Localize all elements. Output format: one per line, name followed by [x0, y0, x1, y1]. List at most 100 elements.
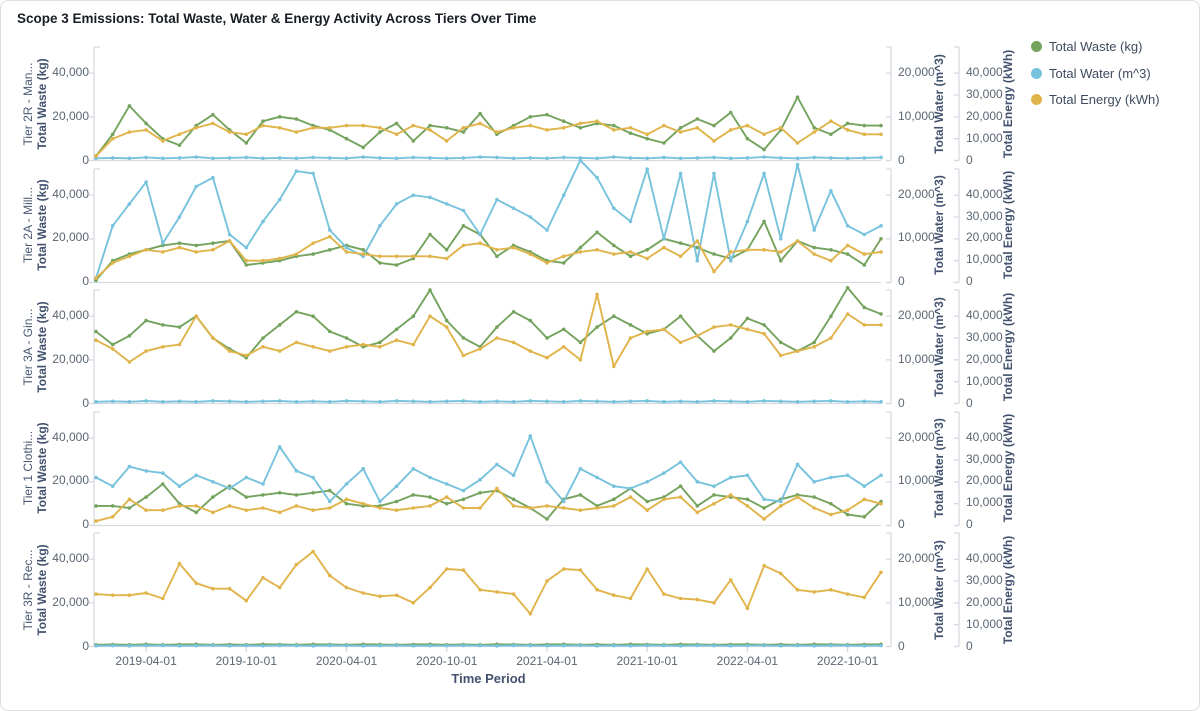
series-marker-energy [712, 601, 716, 605]
series-marker-water [311, 475, 315, 479]
series-marker-water [394, 156, 399, 161]
series-marker-energy [879, 132, 883, 137]
series-marker-energy [127, 497, 132, 501]
series-marker-energy [110, 593, 115, 597]
series-marker-water [344, 643, 349, 648]
series-marker-energy [612, 503, 616, 508]
series-marker-water [144, 468, 148, 473]
series-marker-water [227, 232, 232, 236]
series-marker-energy [311, 240, 315, 245]
series-marker-energy [779, 503, 783, 508]
energy-axis-title: Total Energy (kWh) [1001, 171, 1015, 280]
series-marker-water [879, 155, 883, 160]
series-marker-water [628, 486, 633, 490]
waste-tick-label: 0 [82, 274, 89, 288]
series-marker-energy [578, 507, 583, 512]
series-marker-waste [244, 262, 249, 267]
legend-item-water[interactable]: Total Water (m^3) [1031, 66, 1151, 81]
series-marker-water [461, 156, 466, 160]
series-marker-energy [394, 132, 399, 137]
series-marker-energy [328, 234, 332, 238]
series-marker-energy [862, 323, 867, 327]
series-marker-water [211, 175, 215, 179]
series-marker-water [762, 155, 766, 159]
series-marker-water [779, 644, 783, 648]
series-marker-water [344, 156, 349, 161]
energy-tick-label: 40,000 [966, 65, 1003, 80]
series-marker-water [411, 155, 416, 160]
series-marker-water [144, 179, 148, 184]
series-marker-water [411, 192, 416, 197]
series-marker-energy [161, 345, 165, 349]
series-marker-water [745, 473, 750, 477]
energy-tick-label: 20,000 [966, 108, 1003, 123]
legend-item-energy[interactable]: Total Energy (kWh) [1031, 92, 1160, 107]
series-marker-water [194, 155, 198, 159]
series-marker-energy [678, 596, 683, 601]
waste-tick-label: 20,000 [52, 230, 89, 245]
series-marker-energy [745, 606, 750, 611]
series-marker-waste [328, 247, 332, 252]
series-marker-waste [361, 145, 366, 150]
series-marker-waste [511, 497, 516, 501]
energy-tick-label: 10,000 [966, 130, 1003, 145]
series-marker-waste [127, 505, 132, 510]
series-marker-energy [712, 325, 716, 329]
series-marker-water [578, 158, 583, 162]
legend-item-waste[interactable]: Total Waste (kg) [1031, 39, 1142, 54]
series-marker-energy [428, 503, 432, 508]
series-marker-waste [94, 503, 98, 508]
x-tick-label: 2020-04-01 [315, 653, 378, 668]
series-marker-energy [394, 254, 399, 258]
series-marker-water [177, 644, 182, 648]
series-marker-energy [712, 139, 716, 143]
series-marker-water [177, 156, 182, 160]
series-marker-waste [461, 336, 466, 340]
series-marker-waste [845, 286, 850, 290]
series-marker-water [561, 155, 566, 160]
series-marker-waste [812, 494, 816, 499]
series-marker-energy [762, 331, 766, 336]
series-marker-water [478, 400, 482, 404]
series-marker-water [94, 475, 98, 479]
series-marker-water [478, 643, 482, 648]
facet-name: Tier 2R - Man... [21, 62, 35, 146]
series-marker-energy [578, 358, 583, 362]
x-tick-label: 2019-04-01 [115, 653, 177, 668]
series-marker-energy [612, 364, 616, 369]
series-marker-waste [762, 219, 766, 223]
series-marker-water [712, 643, 716, 648]
series-marker-energy [127, 593, 132, 597]
series-marker-waste [378, 340, 382, 345]
series-marker-water [762, 497, 766, 501]
axis-spine-energy [954, 167, 960, 283]
series-marker-water [779, 236, 783, 241]
series-marker-water [662, 400, 666, 404]
series-marker-water [127, 400, 132, 404]
facet-plot [89, 532, 960, 648]
series-marker-water [294, 168, 299, 173]
series-marker-water [595, 475, 599, 479]
water-tick-label: 10,000 [898, 351, 935, 366]
series-marker-waste [879, 236, 883, 241]
series-marker-water [712, 171, 716, 175]
series-marker-water [695, 258, 700, 262]
series-marker-waste [495, 254, 499, 258]
series-marker-energy [561, 254, 566, 258]
series-marker-water [127, 464, 132, 468]
series-marker-water [528, 643, 533, 648]
energy-tick-label: 30,000 [966, 573, 1003, 588]
series-marker-energy [311, 345, 315, 349]
series-marker-waste [578, 245, 583, 249]
series-marker-energy [344, 345, 349, 349]
series-marker-water [695, 643, 700, 648]
series-marker-water [561, 643, 566, 648]
series-marker-water [344, 481, 349, 486]
series-marker-energy [328, 126, 332, 130]
series-marker-energy [127, 360, 132, 364]
x-tick-label: 2022-04-01 [716, 653, 779, 668]
series-marker-water [545, 644, 549, 648]
chart-title: Scope 3 Emissions: Total Waste, Water & … [17, 11, 537, 26]
series-marker-water [561, 499, 566, 503]
series-marker-waste [695, 503, 700, 508]
